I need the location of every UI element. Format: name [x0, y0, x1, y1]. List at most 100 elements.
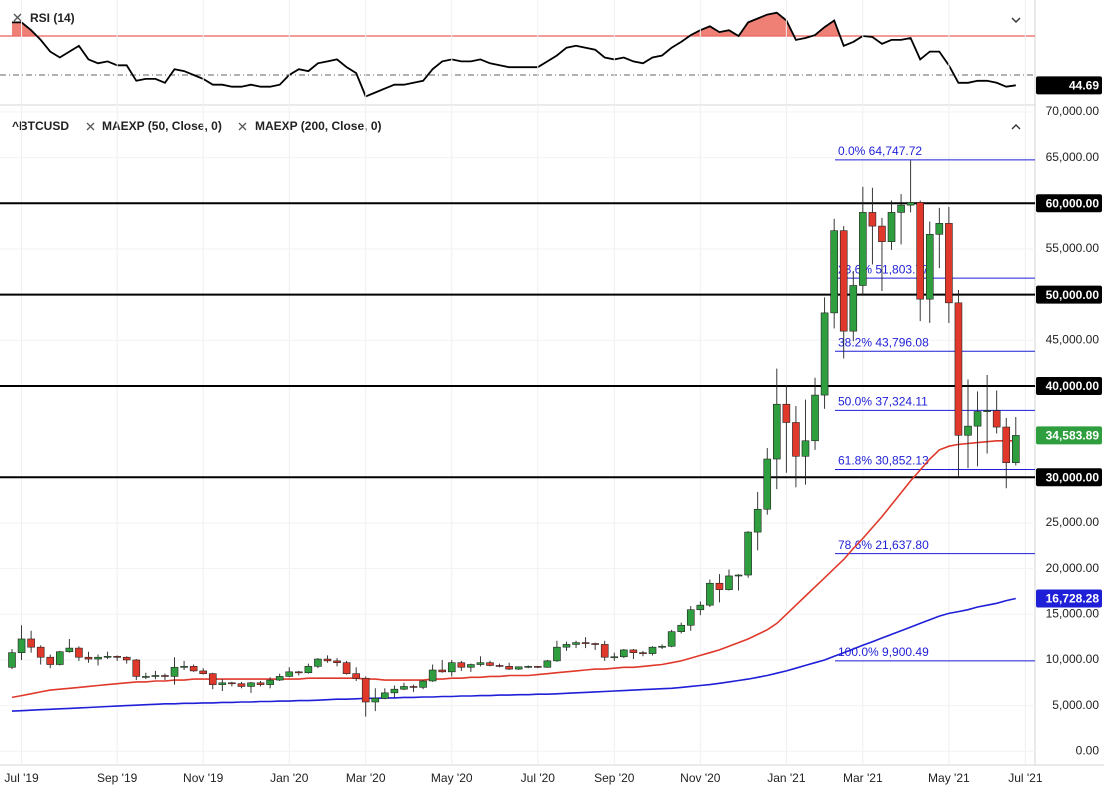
- rsi-line: [12, 11, 1016, 98]
- fib-label: 50.0% 37,324.11: [838, 395, 928, 409]
- candle-body: [581, 642, 590, 644]
- candle-body: [772, 403, 781, 460]
- candle-body: [400, 686, 408, 690]
- candle-body: [792, 422, 800, 457]
- ma-badge: [1036, 589, 1102, 608]
- candle-body: [878, 225, 886, 242]
- candle-body: [428, 669, 437, 682]
- candle-body: [285, 671, 294, 677]
- candle-body: [954, 302, 963, 436]
- candle-body: [199, 670, 207, 674]
- candle-body: [763, 458, 772, 510]
- x-tick-label: Sep '20: [594, 771, 635, 785]
- candle-body: [381, 692, 389, 699]
- main-title: ^BTCUSD: [12, 119, 69, 133]
- x-tick-label: Jul '21: [1008, 771, 1043, 785]
- legend-label: MAEXP (200, Close, 0): [255, 119, 382, 133]
- last-price-badge: [1036, 426, 1102, 445]
- overbought-area: [12, 12, 1016, 37]
- moving-average-line: [11, 440, 1016, 699]
- candle-body: [486, 662, 494, 666]
- candle-body: [17, 638, 26, 653]
- candle-body: [294, 671, 303, 674]
- candle-body: [629, 649, 638, 653]
- y-tick-label: 10,000.00: [1046, 652, 1100, 666]
- expand-icon[interactable]: [1011, 124, 1021, 130]
- candle-body: [964, 425, 972, 436]
- candle-body: [84, 656, 93, 660]
- level-badge-label: 30,000.00: [1046, 470, 1100, 484]
- candle-body: [447, 662, 456, 673]
- candle-body: [352, 673, 360, 679]
- candle-body: [323, 658, 332, 662]
- y-tick-label: 70,000.00: [1046, 104, 1100, 118]
- candle-body: [734, 574, 743, 577]
- candle-body: [553, 646, 561, 662]
- legend-remove-icon[interactable]: [238, 122, 247, 131]
- candle-body: [667, 631, 676, 647]
- level-badge: [1036, 468, 1102, 487]
- x-tick-label: Jan '21: [767, 771, 806, 785]
- candle-body: [830, 230, 838, 314]
- candle-body: [247, 682, 255, 687]
- candle-body: [859, 212, 867, 286]
- last-price-badge-label: 34,583.89: [1046, 429, 1100, 443]
- x-tick-label: Mar '21: [843, 771, 883, 785]
- candle-body: [801, 440, 810, 457]
- candle-body: [524, 666, 533, 668]
- rsi-badge-label: 44.69: [1069, 79, 1099, 93]
- candle-body: [782, 403, 791, 423]
- candle-body: [228, 682, 236, 685]
- candle-body: [591, 643, 599, 645]
- candle-body: [132, 659, 141, 677]
- candle-body: [696, 604, 705, 611]
- x-tick-label: May '20: [431, 771, 473, 785]
- rsi-close-icon[interactable]: [13, 13, 22, 22]
- candle-body: [122, 656, 131, 661]
- candle-body: [161, 675, 169, 677]
- level-badge: [1036, 285, 1102, 304]
- fib-label: 38.2% 43,796.08: [838, 335, 929, 349]
- candle-body: [983, 410, 991, 412]
- candle-body: [342, 662, 351, 674]
- x-tick-label: Jul '20: [521, 771, 556, 785]
- candle-body: [457, 662, 466, 668]
- candle-body: [753, 508, 762, 533]
- candle-body: [658, 645, 666, 648]
- candle-body: [151, 675, 160, 677]
- candle-body: [505, 666, 513, 670]
- candle-body: [467, 664, 475, 668]
- candle-body: [677, 624, 686, 632]
- candle-body: [495, 665, 504, 667]
- candle-body: [868, 212, 877, 227]
- candle-body: [218, 682, 227, 685]
- candle-body: [916, 202, 925, 300]
- y-tick-label: 65,000.00: [1046, 150, 1100, 164]
- collapse-icon[interactable]: [1011, 17, 1021, 23]
- x-tick-label: Nov '19: [183, 771, 224, 785]
- candle-body: [266, 679, 274, 685]
- candle-body: [744, 531, 752, 576]
- candle-body: [572, 642, 580, 645]
- candle-body: [820, 312, 829, 396]
- level-badge: [1036, 376, 1102, 395]
- candle-body: [600, 644, 609, 658]
- level-badge-label: 60,000.00: [1046, 196, 1100, 210]
- candle-body: [945, 223, 953, 304]
- candle-body: [992, 410, 1001, 428]
- fib-label: 100.0% 9,900.49: [838, 645, 929, 659]
- candle-body: [8, 652, 16, 668]
- x-tick-label: Mar '20: [346, 771, 386, 785]
- x-tick-label: Sep '19: [97, 771, 138, 785]
- candle-body: [103, 656, 112, 658]
- legend-remove-icon[interactable]: [86, 122, 95, 131]
- candle-body: [333, 660, 341, 664]
- candle-body: [935, 223, 944, 235]
- y-tick-label: 25,000.00: [1046, 515, 1100, 529]
- candle-body: [142, 676, 150, 678]
- ma-badge-label: 16,728.28: [1046, 592, 1100, 606]
- candle-body: [648, 646, 657, 654]
- candle-body: [237, 683, 246, 687]
- candle-body: [371, 698, 380, 703]
